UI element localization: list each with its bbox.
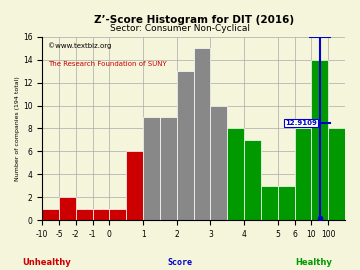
Bar <box>227 129 244 220</box>
Bar <box>126 151 143 220</box>
Text: ©www.textbiz.org: ©www.textbiz.org <box>48 42 112 49</box>
Text: Score: Score <box>167 258 193 267</box>
Bar <box>261 186 278 220</box>
Bar <box>42 209 59 220</box>
Text: 12.9109: 12.9109 <box>285 120 317 126</box>
Bar <box>160 117 177 220</box>
Bar <box>93 209 109 220</box>
Text: Sector: Consumer Non-Cyclical: Sector: Consumer Non-Cyclical <box>110 24 250 33</box>
Text: The Research Foundation of SUNY: The Research Foundation of SUNY <box>48 61 167 67</box>
Bar <box>311 60 328 220</box>
Bar <box>328 129 345 220</box>
Bar <box>194 48 210 220</box>
Bar <box>109 209 126 220</box>
Text: Healthy: Healthy <box>295 258 332 267</box>
Bar <box>143 117 160 220</box>
Bar <box>177 71 194 220</box>
Bar <box>59 197 76 220</box>
Bar <box>210 106 227 220</box>
Bar <box>244 140 261 220</box>
Bar <box>76 209 93 220</box>
Bar <box>278 186 294 220</box>
Text: Unhealthy: Unhealthy <box>22 258 71 267</box>
Y-axis label: Number of companies (194 total): Number of companies (194 total) <box>15 76 20 181</box>
Bar <box>294 129 311 220</box>
Title: Z’-Score Histogram for DIT (2016): Z’-Score Histogram for DIT (2016) <box>94 15 294 25</box>
